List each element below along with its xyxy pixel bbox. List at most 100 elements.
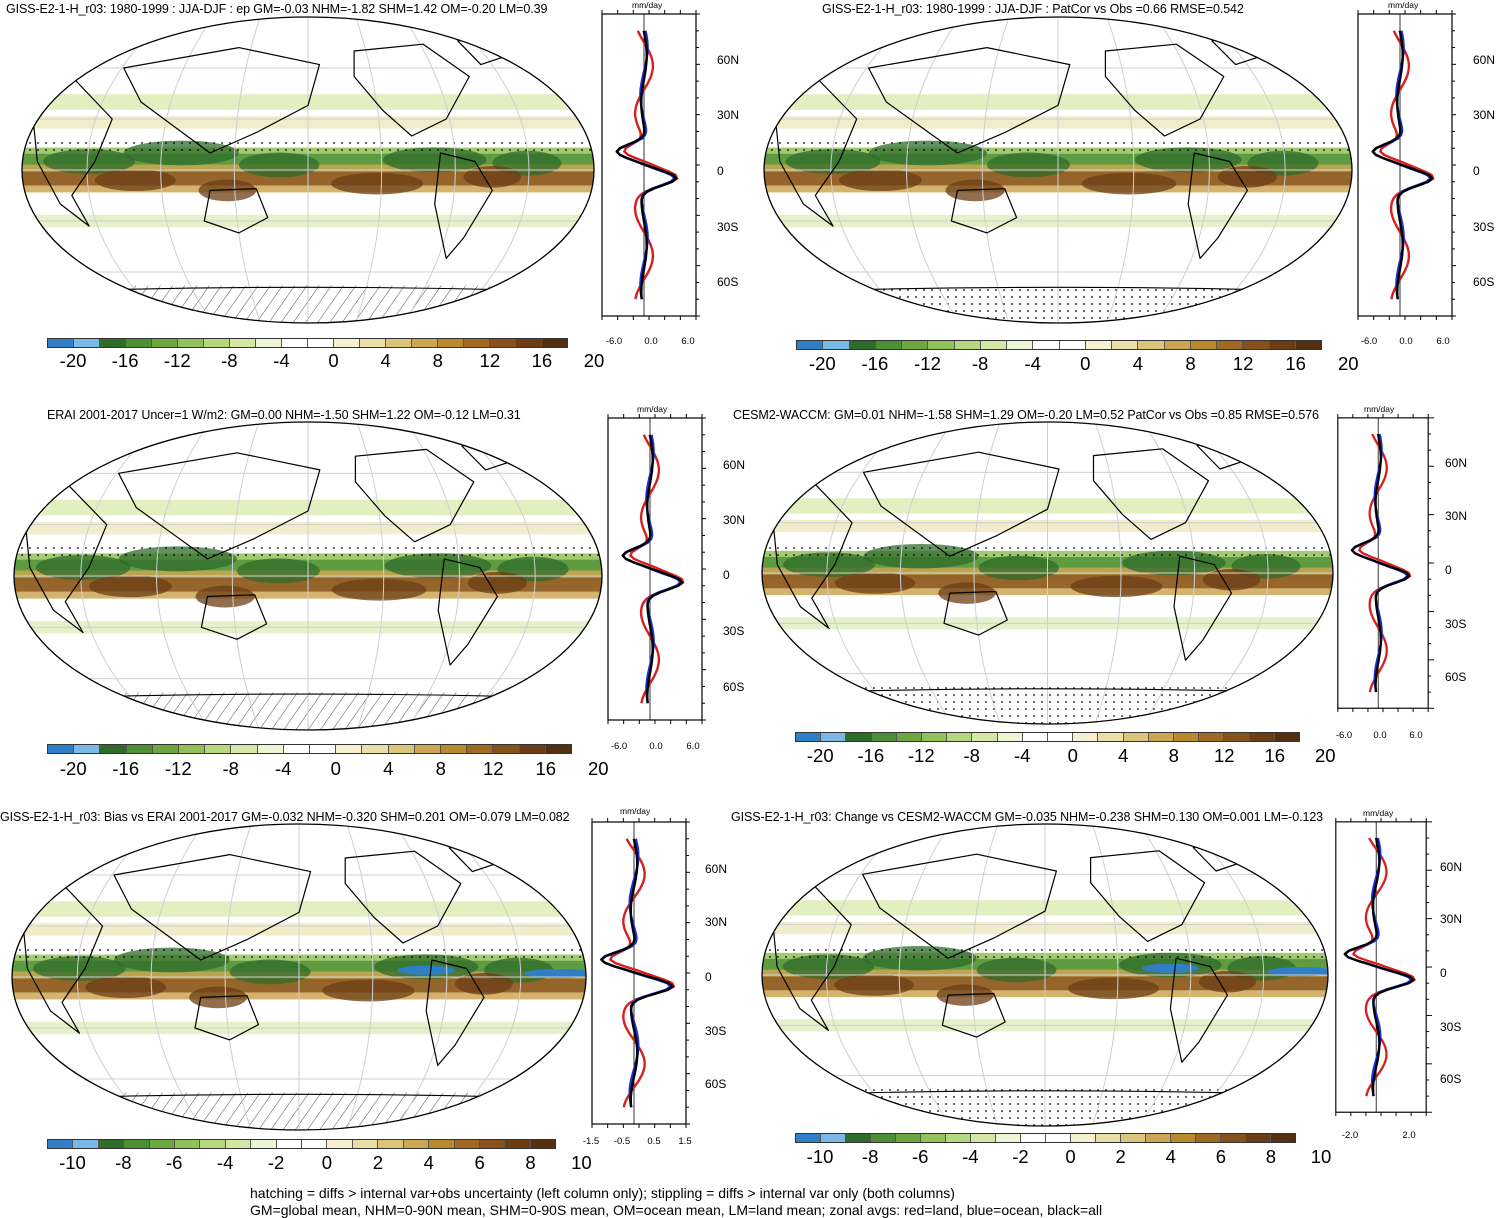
- colorbar-swatch: [902, 341, 929, 349]
- precip-blob: [195, 585, 255, 608]
- colorbar-tick-label: 20: [587, 758, 609, 779]
- lat-label-60s: 60S: [717, 275, 739, 289]
- graticule-meridian: [356, 422, 385, 730]
- robinson-map: [763, 16, 1353, 324]
- precip-blob: [783, 552, 875, 577]
- panel-title: GISS-E2-1-H_r03: Change vs CESM2-WACCM G…: [731, 810, 1324, 824]
- colorbar: [47, 338, 568, 348]
- graticule-meridian: [233, 17, 261, 323]
- precip-blob: [397, 965, 456, 975]
- colorbar-swatch: [438, 339, 464, 347]
- graticule-meridian: [1142, 422, 1195, 724]
- colorbar: [795, 1133, 1296, 1143]
- lat-label-60s: 60S: [723, 680, 745, 694]
- colorbar-swatch: [74, 339, 100, 347]
- graticule-meridian: [825, 824, 904, 1126]
- colorbar-swatch: [1174, 733, 1200, 741]
- colorbar-swatch: [1098, 733, 1124, 741]
- zonal-land-line: [1352, 837, 1416, 1097]
- colorbar-tick-label: -12: [907, 745, 935, 766]
- colorbar-tick-label: -12: [914, 353, 941, 374]
- colorbar-swatch: [1196, 1134, 1221, 1142]
- colorbar-tick-label: 8: [1185, 353, 1196, 374]
- precip-blob: [331, 172, 424, 195]
- precip-blob: [331, 578, 427, 601]
- colorbar-swatch: [1112, 341, 1139, 349]
- colorbar-tick-label: -16: [111, 350, 139, 371]
- zonal-xtick: -6.0: [610, 741, 628, 752]
- colorbar-swatch: [946, 1134, 971, 1142]
- colorbar-swatch: [98, 1140, 125, 1148]
- colorbar-tick-label: 2: [372, 1152, 383, 1173]
- colorbar: [796, 340, 1322, 350]
- graticule-meridian: [346, 824, 374, 1130]
- colorbar-swatch: [479, 1140, 506, 1148]
- colorbar-swatch: [336, 745, 363, 753]
- colorbar-swatch: [542, 339, 567, 347]
- graticule-meridian: [402, 17, 456, 323]
- precip-blob: [33, 956, 126, 981]
- lat-label-30n: 30N: [1440, 912, 1463, 926]
- colorbar-swatch: [896, 1134, 921, 1142]
- zonal-xtick: 2.0: [1402, 1130, 1416, 1141]
- colorbar-tick-label: 0: [1067, 745, 1078, 766]
- precip-blob: [1198, 971, 1256, 993]
- graticule-meridian: [454, 422, 536, 730]
- precip-blob: [1202, 569, 1261, 591]
- lat-label-60n: 60N: [705, 862, 728, 876]
- zonal-xtick: 0.0: [649, 741, 663, 752]
- colorbar-tick-label: 0: [1080, 353, 1091, 374]
- colorbar-labels: -10 -8 -6 -4 -2 0 2 4 6 8 10: [795, 1146, 1332, 1170]
- colorbar-swatch: [100, 339, 126, 347]
- precip-blob: [834, 572, 916, 594]
- colorbar-labels: -20 -16 -12 -8 -4 0 4 8 12 16 20: [47, 758, 609, 782]
- continent-outline: [770, 882, 852, 1031]
- colorbar-swatch: [545, 745, 572, 753]
- colorbar-swatch: [230, 339, 256, 347]
- continent-outline: [344, 850, 462, 944]
- lat-label-0: 0: [705, 970, 712, 984]
- continent-outline: [941, 992, 1006, 1038]
- continent-outline: [950, 188, 1018, 234]
- colorbar-swatch: [1073, 733, 1099, 741]
- colorbar-swatch: [996, 1134, 1021, 1142]
- colorbar-tick-label: 0: [330, 758, 341, 779]
- colorbar-swatch: [846, 1134, 871, 1142]
- colorbar-tick-label: -4: [962, 1146, 979, 1167]
- colorbar-swatch: [1021, 1134, 1046, 1142]
- precip-blob: [1067, 977, 1159, 1000]
- colorbar-swatch: [1059, 341, 1086, 349]
- zonal-unit-label: mm/day: [1388, 0, 1419, 10]
- zonal-mean-plot: [1335, 818, 1432, 1117]
- colorbar-tick-label: -2: [267, 1152, 285, 1173]
- colorbar-swatch: [48, 745, 75, 753]
- lat-label-30s: 30S: [705, 1024, 727, 1038]
- colorbar-tick-label: -16: [861, 353, 889, 374]
- colorbar-swatch: [352, 1140, 379, 1148]
- colorbar-tick-label: -16: [112, 758, 140, 779]
- zonal-unit-label: mm/day: [632, 0, 663, 10]
- map-border: [11, 823, 587, 1131]
- colorbar-tick-label: -10: [59, 1152, 86, 1173]
- colorbar: [47, 744, 572, 754]
- colorbar-swatch: [1033, 341, 1060, 349]
- colorbar-tick-label: 12: [479, 350, 501, 371]
- zonal-land-line: [1358, 433, 1412, 693]
- zonal-unit-label: mm/day: [1364, 404, 1395, 414]
- precip-blob: [945, 179, 1005, 202]
- precip-blob: [229, 959, 311, 985]
- continent-outline: [203, 188, 269, 234]
- colorbar-tick-label: 0: [328, 350, 339, 371]
- graticule-meridian: [981, 17, 1010, 323]
- colorbar-swatch: [178, 339, 204, 347]
- colorbar-swatch: [1271, 1134, 1295, 1142]
- panel-title: CESM2-WACCM: GM=0.01 NHM=-1.58 SHM=1.29 …: [733, 408, 1319, 422]
- colorbar-swatch: [302, 1140, 328, 1148]
- colorbar-tick-label: -8: [861, 1146, 879, 1167]
- colorbar-swatch: [1171, 1134, 1196, 1142]
- colorbar-tick-label: -20: [808, 353, 836, 374]
- continent-outline: [868, 47, 1071, 154]
- graticule-meridian: [1189, 422, 1269, 724]
- continent-outline: [773, 75, 858, 227]
- graticule-meridian: [1106, 17, 1135, 323]
